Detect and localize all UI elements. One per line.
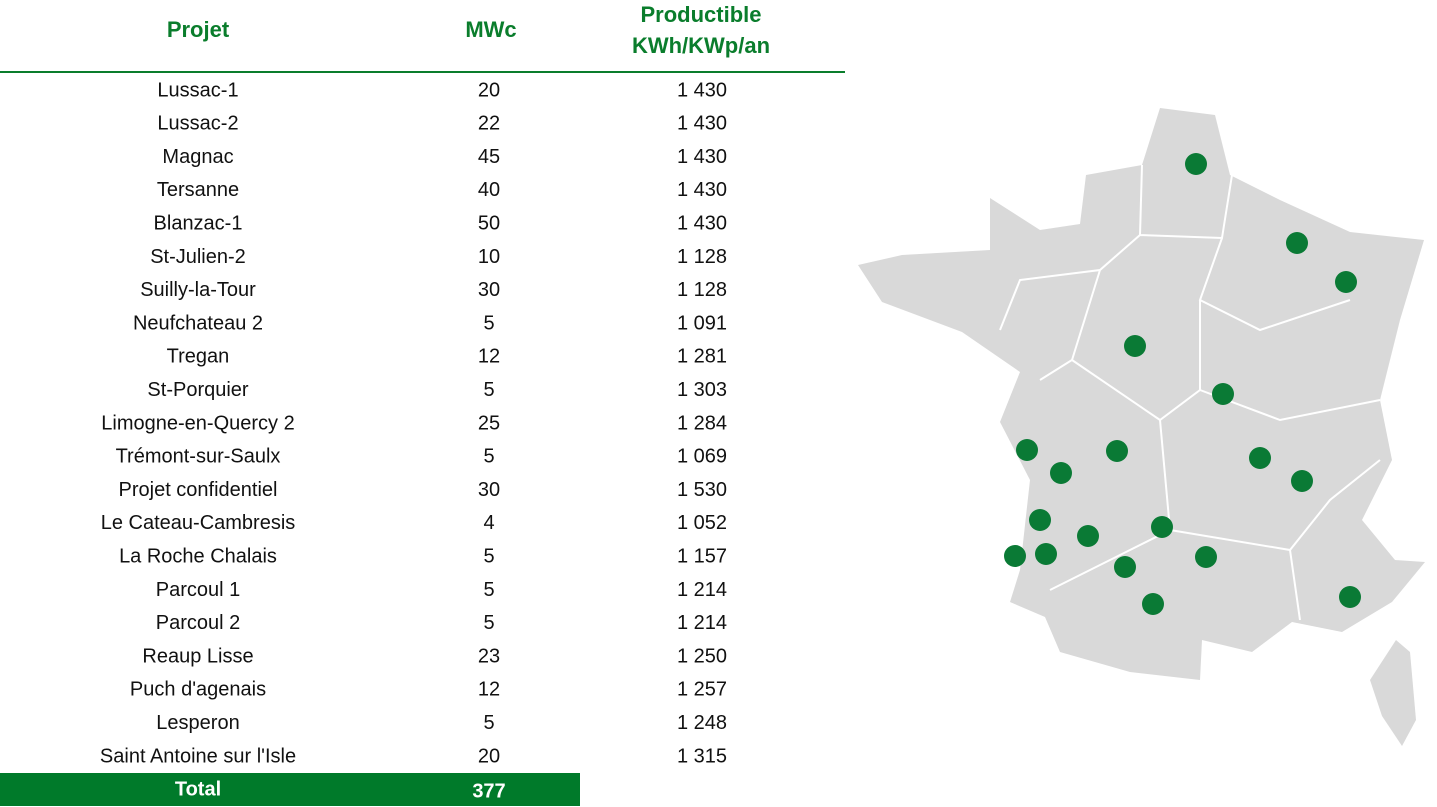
project-dot: [1335, 271, 1357, 293]
cell-mwc: 12: [478, 346, 500, 368]
corsica-shape: [1370, 640, 1416, 746]
cell-productible: 1 303: [677, 379, 727, 401]
cell-projet: Lussac-1: [157, 79, 238, 101]
project-dot: [1195, 546, 1217, 568]
cell-projet: Le Cateau-Cambresis: [101, 512, 296, 534]
cell-mwc: 5: [483, 612, 494, 634]
header-productible: Productible: [640, 2, 761, 27]
cell-projet: Suilly-la-Tour: [140, 279, 256, 301]
project-dot: [1212, 383, 1234, 405]
cell-mwc: 5: [483, 579, 494, 601]
cell-mwc: 5: [483, 312, 494, 334]
cell-projet: Saint Antoine sur l'Isle: [100, 745, 296, 767]
cell-productible: 1 257: [677, 679, 727, 701]
cell-productible: 1 248: [677, 712, 727, 734]
project-dot: [1077, 525, 1099, 547]
cell-mwc: 30: [478, 279, 500, 301]
cell-mwc: 23: [478, 645, 500, 667]
cell-projet: Lussac-2: [157, 113, 238, 135]
cell-projet: Parcoul 2: [156, 612, 241, 634]
cell-projet: Neufchateau 2: [133, 312, 263, 334]
cell-mwc: 20: [478, 745, 500, 767]
project-dot: [1339, 586, 1361, 608]
cell-projet: Limogne-en-Quercy 2: [101, 412, 294, 434]
cell-mwc: 50: [478, 212, 500, 234]
project-dot: [1106, 440, 1128, 462]
project-dot: [1286, 232, 1308, 254]
project-dot: [1035, 543, 1057, 565]
project-dot: [1142, 593, 1164, 615]
cell-projet: St-Porquier: [147, 379, 248, 401]
france-map: [858, 108, 1425, 746]
header-projet: Projet: [167, 17, 230, 42]
cell-projet: Trémont-sur-Saulx: [116, 446, 281, 468]
cell-projet: Magnac: [162, 146, 233, 168]
project-dot: [1124, 335, 1146, 357]
project-dot: [1029, 509, 1051, 531]
cell-productible: 1 430: [677, 212, 727, 234]
cell-mwc: 25: [478, 412, 500, 434]
cell-productible: 1 091: [677, 312, 727, 334]
header-mwc: MWc: [465, 17, 516, 42]
cell-productible: 1 430: [677, 179, 727, 201]
cell-mwc: 5: [483, 379, 494, 401]
cell-mwc: 4: [483, 512, 494, 534]
cell-projet: Tregan: [167, 346, 230, 368]
cell-projet: Tersanne: [157, 179, 239, 201]
total-value: 377: [472, 780, 505, 802]
total-label: Total: [175, 778, 221, 800]
cell-mwc: 10: [478, 246, 500, 268]
cell-projet: Parcoul 1: [156, 579, 241, 601]
cell-projet: Reaup Lisse: [142, 645, 253, 667]
cell-productible: 1 214: [677, 612, 727, 634]
cell-productible: 1 430: [677, 146, 727, 168]
cell-mwc: 12: [478, 679, 500, 701]
cell-productible: 1 052: [677, 512, 727, 534]
cell-projet: Projet confidentiel: [119, 479, 278, 501]
cell-productible: 1 128: [677, 246, 727, 268]
cell-productible: 1 069: [677, 446, 727, 468]
project-dot: [1185, 153, 1207, 175]
project-dot: [1151, 516, 1173, 538]
cell-productible: 1 157: [677, 545, 727, 567]
cell-productible: 1 128: [677, 279, 727, 301]
cell-productible: 1 315: [677, 745, 727, 767]
project-dot: [1291, 470, 1313, 492]
cell-mwc: 20: [478, 79, 500, 101]
cell-productible: 1 430: [677, 79, 727, 101]
cell-mwc: 5: [483, 712, 494, 734]
cell-projet: La Roche Chalais: [119, 545, 277, 567]
cell-mwc: 5: [483, 545, 494, 567]
france-shape: [858, 108, 1425, 680]
project-dot: [1004, 545, 1026, 567]
cell-mwc: 45: [478, 146, 500, 168]
project-dot: [1114, 556, 1136, 578]
cell-productible: 1 214: [677, 579, 727, 601]
cell-projet: St-Julien-2: [150, 246, 246, 268]
cell-productible: 1 281: [677, 346, 727, 368]
total-bar: [0, 773, 580, 806]
cell-projet: Lesperon: [156, 712, 239, 734]
project-dot: [1050, 462, 1072, 484]
project-dot: [1249, 447, 1271, 469]
region-borders: [999, 164, 1381, 621]
cell-mwc: 22: [478, 113, 500, 135]
cell-mwc: 30: [478, 479, 500, 501]
cell-projet: Puch d'agenais: [130, 679, 266, 701]
cell-mwc: 40: [478, 179, 500, 201]
cell-mwc: 5: [483, 446, 494, 468]
cell-productible: 1 530: [677, 479, 727, 501]
project-dot: [1016, 439, 1038, 461]
cell-productible: 1 430: [677, 113, 727, 135]
cell-productible: 1 284: [677, 412, 727, 434]
project-dots: [1004, 153, 1361, 615]
cell-projet: Blanzac-1: [154, 212, 243, 234]
header-unit: KWh/KWp/an: [632, 33, 770, 58]
cell-productible: 1 250: [677, 645, 727, 667]
